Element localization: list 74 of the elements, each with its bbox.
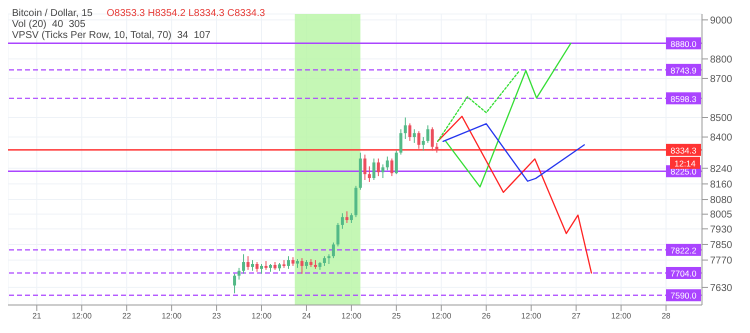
candlestick <box>372 158 376 181</box>
candlestick <box>404 117 407 140</box>
candlestick <box>286 256 290 270</box>
x-tick-label: 21 <box>32 312 42 321</box>
x-tick-label: 12:00 <box>72 312 92 321</box>
candlestick <box>363 154 366 181</box>
y-tick-label: 8240 <box>710 164 733 175</box>
y-tick-label: 7770 <box>710 256 733 267</box>
candlestick <box>238 267 241 280</box>
y-tick-label: 8080 <box>710 195 733 206</box>
x-tick-label: 12:00 <box>162 312 182 321</box>
candlestick <box>435 142 438 154</box>
candlestick <box>376 158 380 177</box>
x-tick-label: 28 <box>662 312 672 321</box>
candlestick <box>300 258 304 274</box>
ref-line-label: 7590.0 <box>670 290 697 301</box>
candlestick <box>332 242 335 259</box>
x-tick-label: 25 <box>392 312 402 321</box>
x-tick-label: 27 <box>572 312 582 321</box>
ref-line-label: 8334.3 <box>670 145 697 156</box>
ref-line-label: 8880.0 <box>670 38 697 49</box>
candlestick <box>426 124 430 144</box>
y-tick-label: 8005 <box>710 210 733 221</box>
y-tick-label: 7930 <box>710 224 733 236</box>
candlestick <box>246 256 250 270</box>
candlestick <box>412 128 416 144</box>
ref-line-label: 8743.9 <box>670 65 697 76</box>
candlestick <box>430 126 434 152</box>
y-tick-label: 7850 <box>710 240 733 252</box>
candlestick <box>381 164 384 179</box>
candlestick <box>242 254 246 274</box>
candlestick <box>399 128 402 156</box>
candlestick <box>422 136 425 152</box>
x-tick-label: 12:00 <box>431 312 452 321</box>
ref-line-label: 8225.0 <box>670 166 697 177</box>
x-tick-label: 12:00 <box>521 312 542 321</box>
annotation: VPSV (Ticks Per Row, 10, Total, 70) 34 107 <box>12 30 212 41</box>
candlestick <box>417 130 420 150</box>
candlestick <box>350 212 353 224</box>
annotation: 12:14 <box>674 158 696 168</box>
y-tick-label: 8800 <box>710 54 733 66</box>
annotation: O8353.3 H8354.2 L8334.3 C8334.3 <box>106 8 266 19</box>
candlestick <box>336 222 340 247</box>
candlestick <box>390 158 394 177</box>
y-tick-label: 7630 <box>710 282 733 294</box>
chart-title: Bitcoin / Dollar, 15 <box>12 8 93 19</box>
ref-line-label: 7704.0 <box>670 268 697 278</box>
candlestick <box>251 260 254 272</box>
y-tick-label: 8400 <box>710 132 733 144</box>
x-tick-label: 23 <box>212 312 222 321</box>
y-tick-label: 9000 <box>710 15 733 26</box>
candlestick <box>260 263 264 274</box>
y-tick-label: 8500 <box>710 113 733 124</box>
candlestick <box>233 273 236 294</box>
x-tick-label: 12:00 <box>252 312 272 321</box>
x-tick-label: 12:00 <box>611 312 632 321</box>
x-tick-label: 12:00 <box>341 312 362 321</box>
x-tick-label: 26 <box>482 312 492 321</box>
candlestick <box>256 262 259 272</box>
candlestick <box>386 156 389 171</box>
y-tick-label: 8160 <box>710 179 733 190</box>
candlestick <box>368 166 371 182</box>
candlestick <box>327 254 330 264</box>
candlestick <box>322 256 326 266</box>
ref-line-label: 7822.2 <box>670 245 697 256</box>
candlestick <box>345 210 348 224</box>
annotation: Vol (20) 40 305 <box>12 19 86 30</box>
candlestick <box>394 150 398 175</box>
candlestick <box>340 212 344 230</box>
x-tick-label: 22 <box>122 312 132 321</box>
x-tick-label: 24 <box>302 312 312 321</box>
y-tick-label: 8700 <box>710 74 733 85</box>
candlestick <box>408 122 412 142</box>
ref-line-label: 8598.3 <box>670 94 697 104</box>
